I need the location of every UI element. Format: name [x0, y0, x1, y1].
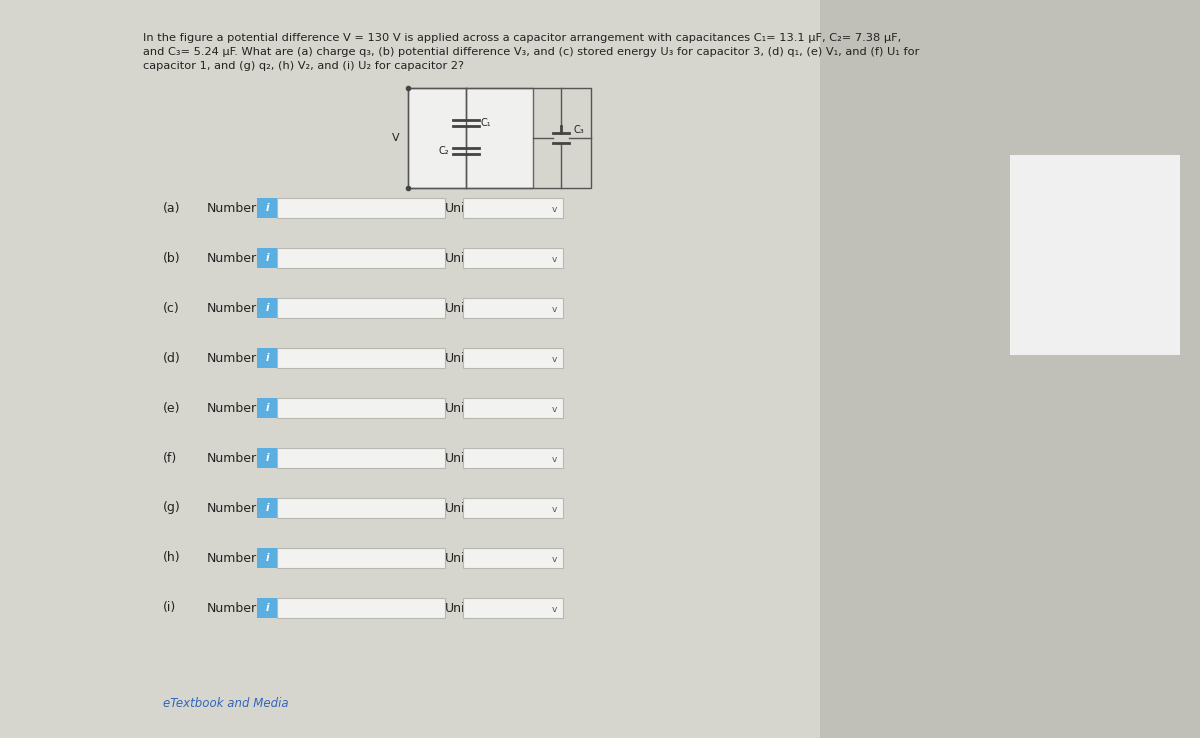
FancyBboxPatch shape	[463, 598, 563, 618]
Text: Number: Number	[208, 302, 257, 314]
Bar	[408, 88, 533, 188]
Text: i: i	[265, 303, 269, 313]
Text: v: v	[551, 505, 557, 514]
Text: i: i	[265, 503, 269, 513]
FancyBboxPatch shape	[463, 248, 563, 268]
Text: Number: Number	[208, 601, 257, 615]
Text: V: V	[392, 133, 400, 143]
Bar	[408, 88, 592, 188]
Text: v: v	[551, 305, 557, 314]
Text: (f): (f)	[163, 452, 178, 464]
Text: eTextbook and Media: eTextbook and Media	[163, 697, 289, 710]
FancyBboxPatch shape	[257, 248, 277, 268]
Text: v: v	[551, 255, 557, 263]
FancyBboxPatch shape	[257, 198, 277, 218]
Text: Units: Units	[445, 351, 476, 365]
Text: v: v	[551, 554, 557, 564]
FancyBboxPatch shape	[463, 348, 563, 368]
Text: v: v	[551, 354, 557, 364]
Bar	[0, 0, 820, 738]
Text: C₂: C₂	[439, 146, 450, 156]
FancyBboxPatch shape	[257, 548, 277, 568]
Text: Number: Number	[208, 252, 257, 264]
Text: Units: Units	[445, 452, 476, 464]
FancyBboxPatch shape	[277, 448, 445, 468]
FancyBboxPatch shape	[463, 498, 563, 518]
Text: In the figure a potential difference V = 130 V is applied across a capacitor arr: In the figure a potential difference V =…	[143, 33, 901, 43]
FancyBboxPatch shape	[277, 298, 445, 318]
Text: Units: Units	[445, 551, 476, 565]
Text: Units: Units	[445, 401, 476, 415]
Text: and C₃= 5.24 μF. What are (a) charge q₃, (b) potential difference V₃, and (c) st: and C₃= 5.24 μF. What are (a) charge q₃,…	[143, 47, 919, 57]
FancyBboxPatch shape	[277, 548, 445, 568]
Text: i: i	[265, 203, 269, 213]
FancyBboxPatch shape	[257, 598, 277, 618]
Text: Number: Number	[208, 452, 257, 464]
Text: Units: Units	[445, 201, 476, 215]
Text: capacitor 1, and (g) q₂, (h) V₂, and (i) U₂ for capacitor 2?: capacitor 1, and (g) q₂, (h) V₂, and (i)…	[143, 61, 464, 71]
Text: i: i	[265, 353, 269, 363]
Bar	[820, 0, 1200, 738]
FancyBboxPatch shape	[277, 348, 445, 368]
Text: i: i	[265, 403, 269, 413]
FancyBboxPatch shape	[463, 198, 563, 218]
Text: Number: Number	[208, 201, 257, 215]
Text: (d): (d)	[163, 351, 181, 365]
Text: v: v	[551, 204, 557, 213]
FancyBboxPatch shape	[463, 548, 563, 568]
FancyBboxPatch shape	[463, 298, 563, 318]
FancyBboxPatch shape	[277, 198, 445, 218]
FancyBboxPatch shape	[277, 598, 445, 618]
Text: (a): (a)	[163, 201, 180, 215]
Text: Units: Units	[445, 502, 476, 514]
FancyBboxPatch shape	[463, 398, 563, 418]
Text: (i): (i)	[163, 601, 176, 615]
Text: i: i	[265, 453, 269, 463]
Text: (b): (b)	[163, 252, 181, 264]
FancyBboxPatch shape	[257, 448, 277, 468]
Text: v: v	[551, 404, 557, 413]
Text: Number: Number	[208, 551, 257, 565]
FancyBboxPatch shape	[277, 398, 445, 418]
Text: Units: Units	[445, 601, 476, 615]
FancyBboxPatch shape	[257, 348, 277, 368]
Text: (e): (e)	[163, 401, 180, 415]
FancyBboxPatch shape	[277, 498, 445, 518]
Text: i: i	[265, 253, 269, 263]
Text: Number: Number	[208, 502, 257, 514]
Text: (g): (g)	[163, 502, 181, 514]
Text: Units: Units	[445, 252, 476, 264]
FancyBboxPatch shape	[463, 448, 563, 468]
Bar	[1010, 155, 1180, 355]
Text: i: i	[265, 603, 269, 613]
Text: (h): (h)	[163, 551, 181, 565]
Text: Number: Number	[208, 401, 257, 415]
Text: C₃: C₃	[574, 125, 583, 135]
Text: Number: Number	[208, 351, 257, 365]
FancyBboxPatch shape	[257, 398, 277, 418]
FancyBboxPatch shape	[257, 298, 277, 318]
Text: (c): (c)	[163, 302, 180, 314]
FancyBboxPatch shape	[277, 248, 445, 268]
Text: v: v	[551, 604, 557, 613]
Text: v: v	[551, 455, 557, 463]
FancyBboxPatch shape	[257, 498, 277, 518]
Text: Units: Units	[445, 302, 476, 314]
Text: i: i	[265, 553, 269, 563]
Text: C₁: C₁	[480, 118, 491, 128]
